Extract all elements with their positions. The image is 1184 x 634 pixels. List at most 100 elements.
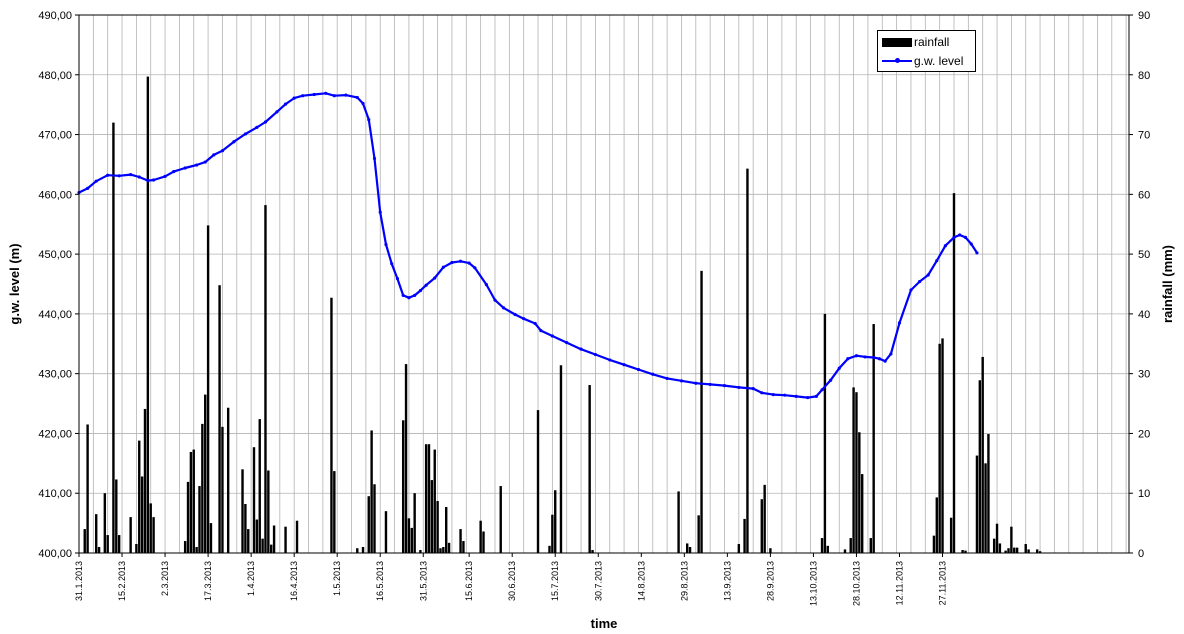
gw-level-point — [424, 283, 428, 287]
x-tick-label: 29.8.2013 — [679, 561, 689, 601]
gw-level-point — [665, 376, 669, 381]
gw-level-point — [183, 166, 187, 170]
rainfall-bar — [264, 205, 267, 554]
rainfall-bar — [823, 313, 827, 553]
rainfall-bar — [209, 523, 213, 553]
gw-level-point — [467, 261, 471, 265]
gw-level-point — [550, 334, 554, 338]
rainfall-bar — [685, 543, 689, 553]
gw-level-point — [106, 173, 110, 177]
rainfall-bar — [183, 541, 187, 553]
rainfall-bar — [258, 419, 261, 553]
gw-level-point — [361, 101, 365, 106]
y-tick-right-label: 40 — [1138, 309, 1150, 321]
rainfall-bar — [760, 499, 763, 553]
gw-level-point — [636, 367, 641, 372]
rainfall-bar — [419, 550, 422, 553]
rainfall-bar — [961, 550, 964, 553]
rainfall-bar — [588, 385, 591, 553]
rainfall-bars — [83, 76, 1042, 554]
rainfall-bar — [855, 392, 858, 553]
rainfall-bar — [146, 76, 150, 554]
gw-level-point — [292, 96, 296, 100]
gw-level-path — [78, 92, 978, 399]
gw-level-point — [935, 259, 939, 263]
rainfall-bar — [1027, 549, 1030, 553]
x-tick-label: 28.9.2013 — [765, 561, 775, 601]
gw-level-point — [969, 242, 973, 246]
gw-level-point — [877, 357, 882, 361]
y-tick-right-label: 30 — [1138, 369, 1150, 381]
rainfall-bar — [482, 531, 485, 553]
gw-level-point — [737, 385, 741, 390]
gw-level-line — [77, 91, 979, 400]
rainfall-bar — [247, 529, 250, 553]
rainfall-bar — [1038, 551, 1042, 553]
rainfall-bar — [769, 548, 772, 553]
rainfall-bar — [479, 520, 482, 553]
rainfall-bar — [849, 538, 852, 553]
x-tick-label: 15.6.2013 — [464, 561, 474, 601]
rainfall-bar — [410, 527, 413, 553]
gw-level-point — [367, 118, 371, 122]
rainfall-bar — [439, 548, 442, 553]
rainfall-bar — [826, 545, 829, 553]
gw-level-point — [212, 153, 216, 157]
gw-level-point — [324, 91, 328, 95]
rainfall-bar — [932, 535, 936, 553]
gw-level-point — [137, 175, 141, 179]
rainfall-bar — [591, 550, 594, 553]
rainfall-bar — [964, 550, 967, 553]
x-tick-label: 14.8.2013 — [636, 561, 646, 601]
rainfall-bar — [86, 424, 89, 553]
rainfall-bar — [330, 297, 333, 553]
gw-level-point — [501, 306, 506, 310]
gw-level-point — [263, 120, 268, 124]
gw-level-point — [493, 298, 497, 302]
gw-level-point — [593, 352, 597, 357]
rainfall-bar — [763, 484, 766, 553]
y-tick-right-label: 10 — [1138, 488, 1150, 500]
x-tick-label: 15.2.2013 — [117, 561, 127, 601]
rainfall-bar — [869, 538, 873, 553]
gw-level-point — [395, 277, 400, 281]
gw-level-point — [694, 381, 698, 385]
x-tick-label: 27.11.2013 — [938, 561, 948, 605]
gw-level-point — [129, 173, 133, 177]
rainfall-bar — [436, 500, 439, 553]
rainfall-bar — [103, 493, 107, 553]
x-tick-label: 31.1.2013 — [74, 561, 84, 601]
rainfall-bar — [852, 387, 855, 553]
y-tick-left-label: 490,00 — [38, 10, 72, 22]
rainfall-bar — [872, 324, 875, 553]
rainfall-bar — [820, 538, 824, 553]
rainfall-bar — [743, 518, 746, 553]
rainfall-bar — [295, 520, 299, 553]
legend-item-rainfall: rainfall — [882, 34, 949, 50]
rainfall-bar — [407, 518, 411, 553]
rainfall-bar — [978, 380, 982, 553]
rainfall-bar — [1013, 547, 1016, 553]
rainfall-bar — [462, 541, 465, 553]
x-tick-label: 16.5.2013 — [375, 561, 385, 601]
x-tick-label: 1.5.2013 — [332, 561, 342, 596]
rainfall-bar — [941, 338, 944, 553]
rainfall-bar — [106, 535, 109, 553]
y-tick-right-label: 90 — [1138, 10, 1150, 22]
rainfall-bar — [935, 497, 938, 553]
gw-level-point — [622, 363, 626, 367]
gw-level-point — [407, 296, 411, 300]
gw-level-point — [195, 163, 199, 167]
gw-level-point — [117, 174, 121, 178]
rainfall-bar — [445, 506, 448, 553]
rainfall-bar — [433, 449, 436, 553]
gw-level-point — [806, 395, 810, 400]
rainfall-bar — [952, 193, 956, 554]
gw-level-point — [344, 93, 348, 97]
gw-level-point — [151, 178, 156, 182]
y-tick-right-label: 50 — [1138, 249, 1150, 261]
rainfall-bar — [226, 407, 230, 553]
rainfall-bar — [201, 423, 204, 553]
gw-level-point — [255, 125, 259, 129]
rainfall-bar — [138, 440, 141, 553]
